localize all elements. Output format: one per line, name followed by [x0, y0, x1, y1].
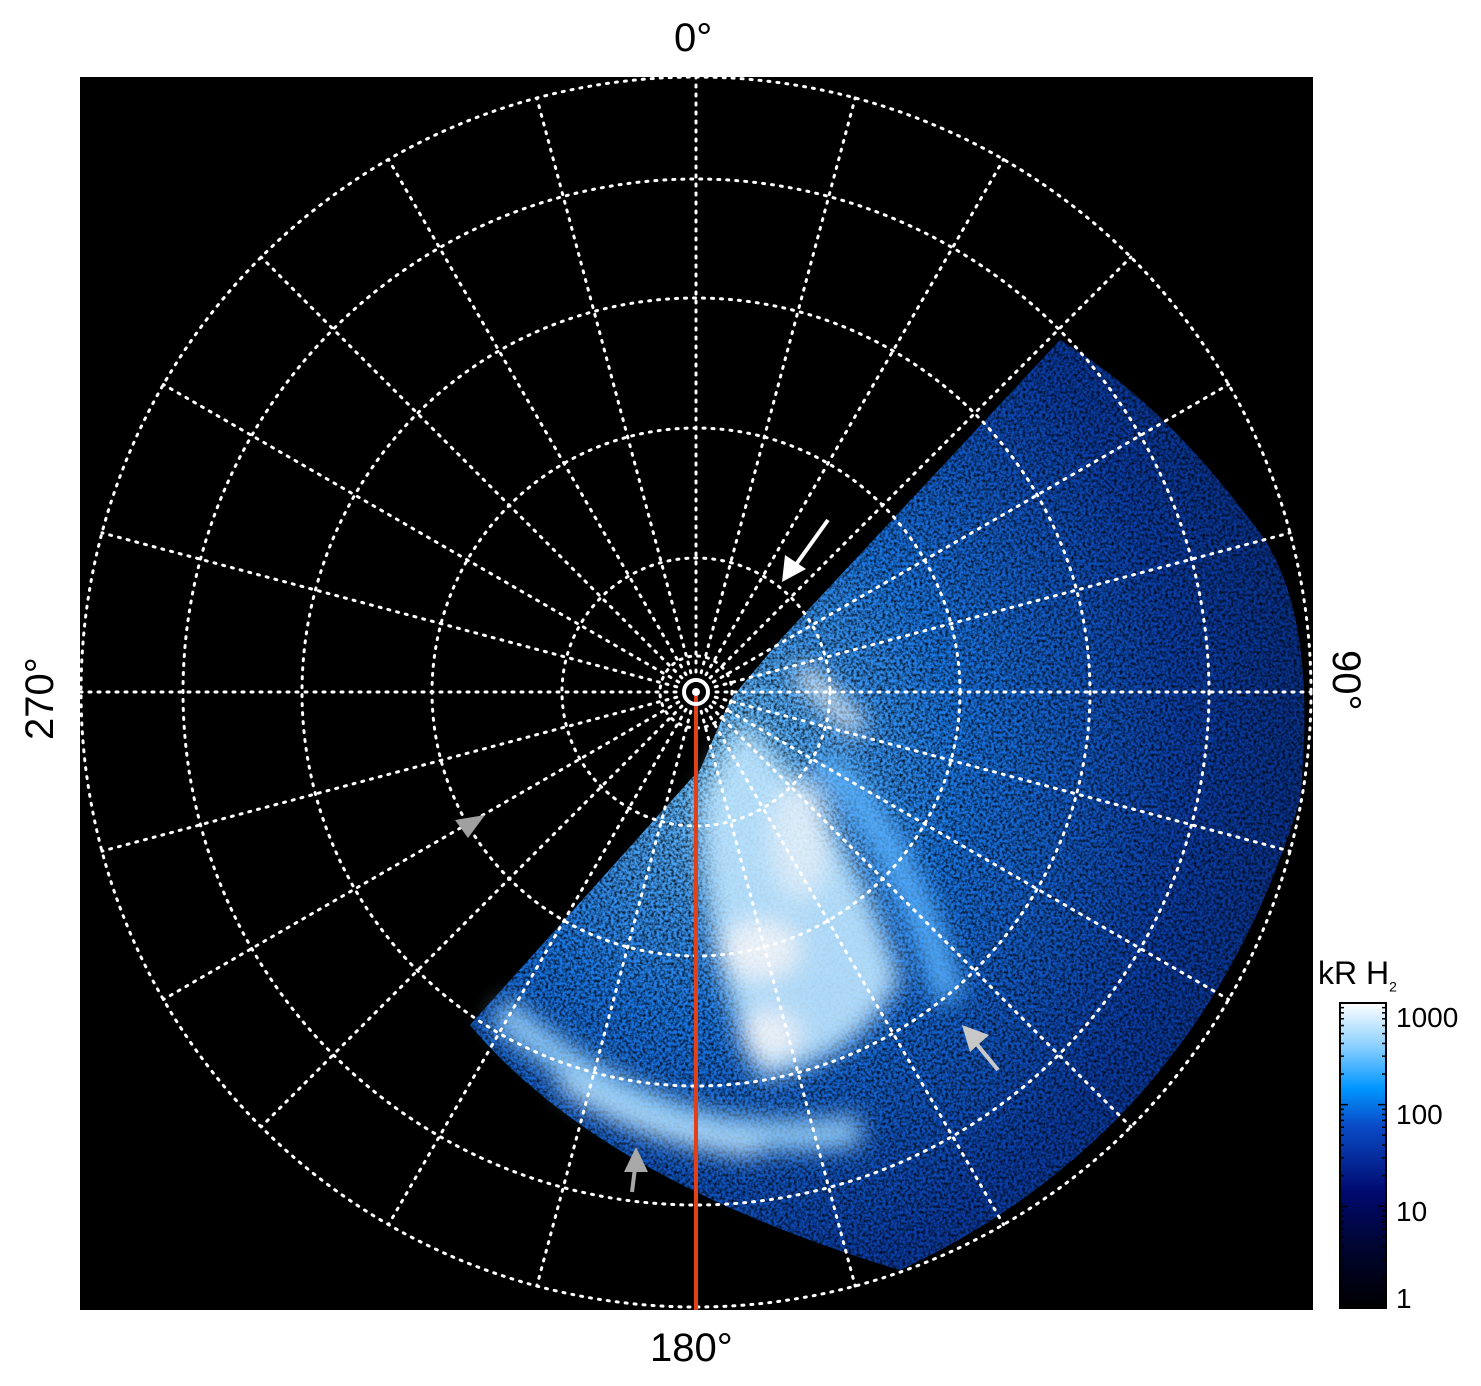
unit-subscript: 2 [1389, 978, 1397, 995]
meridian-line [699, 96, 857, 675]
colorbar-unit-label: kR H2 [1318, 955, 1397, 994]
colorbar [1339, 1002, 1387, 1309]
meridian-line [100, 531, 679, 689]
pole-marker-icon [682, 678, 710, 706]
arrow-icon [624, 1147, 648, 1193]
meridian-line [711, 700, 1231, 1001]
meridian-line [535, 709, 693, 1288]
meridian-line [704, 157, 1005, 677]
meridian-line [713, 695, 1292, 853]
pole-dot [692, 688, 700, 696]
meridian-line [708, 255, 1133, 680]
meridian-line [711, 383, 1231, 684]
label-180deg: 180° [650, 1326, 733, 1370]
colorbar-tick-1000: 1000 [1396, 1002, 1459, 1033]
meridian-line [100, 695, 679, 853]
label-90deg: 90° [1324, 650, 1368, 711]
arrow-icon [782, 518, 830, 582]
lat-lon-grid [80, 77, 1313, 1309]
meridian-line [387, 707, 688, 1227]
meridian-line [699, 709, 857, 1288]
colorbar-tick-100: 100 [1396, 1099, 1443, 1130]
unit-text: kR H [1318, 955, 1390, 991]
meridian-line [708, 704, 1133, 1129]
latitude-circle [181, 177, 1211, 1207]
meridian-line [535, 96, 693, 675]
label-270deg: 270° [18, 657, 62, 740]
arrow-icon [962, 1025, 1000, 1072]
aurora-emission [470, 340, 1305, 1270]
meridian-line [161, 700, 681, 1001]
meridian-line [259, 255, 684, 680]
meridian-line [713, 531, 1292, 689]
meridian-line [704, 707, 1005, 1227]
latitude-circle [300, 296, 1092, 1088]
arrow-icon [455, 815, 485, 838]
meridian-line [259, 704, 684, 1129]
meridian-line [161, 383, 681, 684]
colorbar-tick-1: 1 [1396, 1283, 1412, 1314]
label-0deg: 0° [674, 16, 713, 60]
colorbar-tick-10: 10 [1396, 1196, 1428, 1227]
meridian-line [387, 157, 688, 677]
